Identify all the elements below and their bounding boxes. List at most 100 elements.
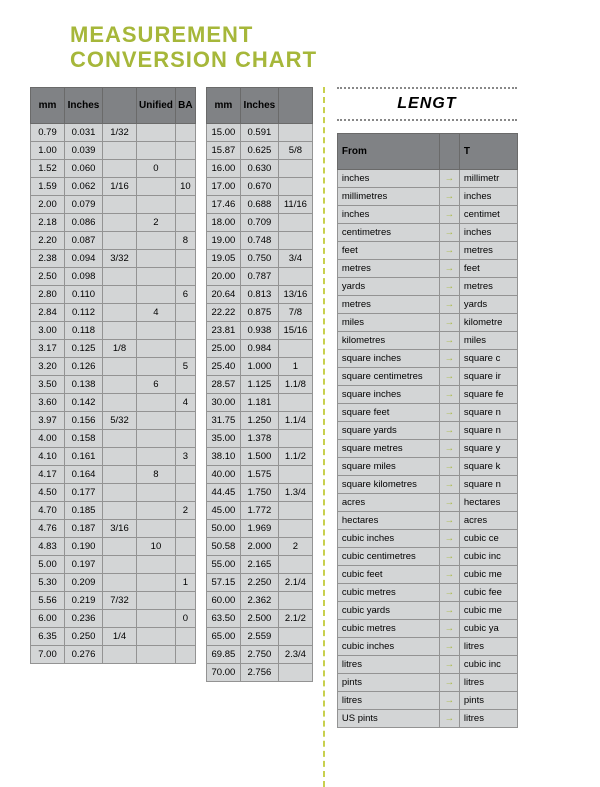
arrow-icon: →	[439, 691, 459, 709]
cell	[175, 321, 195, 339]
header-ba: BA	[175, 87, 195, 123]
arrow-icon: →	[439, 331, 459, 349]
cell	[175, 627, 195, 645]
cell-from: yards	[337, 277, 439, 295]
arrow-icon: →	[439, 259, 459, 277]
header-blank	[278, 87, 312, 123]
table-row: square kilometres→square n	[337, 475, 517, 493]
cell: 0.276	[65, 645, 103, 663]
length-conversion-table: From T inches→millimetrmillimetres→inche…	[337, 133, 518, 728]
cell: 17.00	[206, 177, 240, 195]
cell-from: cubic yards	[337, 601, 439, 619]
arrow-icon: →	[439, 547, 459, 565]
cell: 10	[137, 537, 176, 555]
cell	[175, 483, 195, 501]
cell: 0.787	[240, 267, 278, 285]
cell-from: litres	[337, 691, 439, 709]
cell	[103, 501, 137, 519]
cell: 7.00	[31, 645, 65, 663]
cell: 4.83	[31, 537, 65, 555]
table-row: 25.000.984	[206, 339, 312, 357]
cell: 0.177	[65, 483, 103, 501]
cell: 1/16	[103, 177, 137, 195]
cell-from: litres	[337, 655, 439, 673]
cell: 6	[137, 375, 176, 393]
cell	[137, 609, 176, 627]
cell	[103, 483, 137, 501]
table-row: 60.002.362	[206, 591, 312, 609]
cell: 4.50	[31, 483, 65, 501]
cell	[278, 555, 312, 573]
cell: 1	[278, 357, 312, 375]
cell: 5.00	[31, 555, 65, 573]
table-row: 6.000.2360	[31, 609, 196, 627]
cell: 50.00	[206, 519, 240, 537]
cell-from: millimetres	[337, 187, 439, 205]
table-row: pints→litres	[337, 673, 517, 691]
table-row: 1.590.0621/1610	[31, 177, 196, 195]
cell: 0.984	[240, 339, 278, 357]
cell: 11/16	[278, 195, 312, 213]
table-row: 4.700.1852	[31, 501, 196, 519]
cell	[278, 267, 312, 285]
arrow-icon: →	[439, 187, 459, 205]
cell	[175, 303, 195, 321]
cell: 5	[175, 357, 195, 375]
cell	[137, 141, 176, 159]
table-row: square yards→square n	[337, 421, 517, 439]
cell: 38.10	[206, 447, 240, 465]
cell: 15.00	[206, 123, 240, 141]
cell-from: inches	[337, 169, 439, 187]
cell-from: cubic metres	[337, 583, 439, 601]
cell: 0.688	[240, 195, 278, 213]
cell	[175, 141, 195, 159]
table-row: 4.170.1648	[31, 465, 196, 483]
cell: 2.3/4	[278, 645, 312, 663]
arrow-icon: →	[439, 349, 459, 367]
cell	[175, 195, 195, 213]
cell: 6.35	[31, 627, 65, 645]
cell: 1.1/8	[278, 375, 312, 393]
cell: 2.756	[240, 663, 278, 681]
cell-from: miles	[337, 313, 439, 331]
cell-to: square n	[459, 421, 517, 439]
cell: 3.60	[31, 393, 65, 411]
table-row: square centimetres→square ir	[337, 367, 517, 385]
cell	[278, 627, 312, 645]
column-3: LENGT From T inches→millimetrmillimetres…	[337, 87, 518, 787]
cell	[137, 429, 176, 447]
cell: 0.094	[65, 249, 103, 267]
table-row: 17.460.68811/16	[206, 195, 312, 213]
table-row: 2.000.079	[31, 195, 196, 213]
cell: 2.362	[240, 591, 278, 609]
table-row: 55.002.165	[206, 555, 312, 573]
cell-from: pints	[337, 673, 439, 691]
table-row: 35.001.378	[206, 429, 312, 447]
cell: 1.00	[31, 141, 65, 159]
cell-from: square yards	[337, 421, 439, 439]
cell: 0.098	[65, 267, 103, 285]
table-row: kilometres→miles	[337, 331, 517, 349]
table-row: litres→pints	[337, 691, 517, 709]
cell: 4	[137, 303, 176, 321]
table-row: 16.000.630	[206, 159, 312, 177]
cell: 0.164	[65, 465, 103, 483]
cell: 6	[175, 285, 195, 303]
cell	[278, 159, 312, 177]
header-blank	[103, 87, 137, 123]
cell: 20.64	[206, 285, 240, 303]
title-line2: CONVERSION CHART	[70, 47, 600, 72]
cell	[103, 141, 137, 159]
cell	[103, 447, 137, 465]
cell	[103, 303, 137, 321]
cell	[103, 267, 137, 285]
cell-to: square n	[459, 403, 517, 421]
cell-from: cubic metres	[337, 619, 439, 637]
cell-to: square k	[459, 457, 517, 475]
cell: 63.50	[206, 609, 240, 627]
cell: 0.156	[65, 411, 103, 429]
table-row: 1.520.0600	[31, 159, 196, 177]
cell: 25.00	[206, 339, 240, 357]
cell: 57.15	[206, 573, 240, 591]
table-row: 50.001.969	[206, 519, 312, 537]
